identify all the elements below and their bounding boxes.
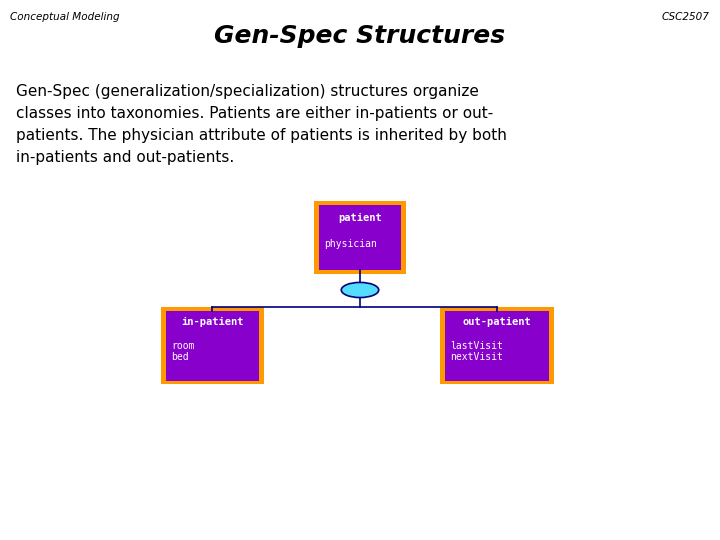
Ellipse shape [341,282,379,298]
Text: lastVisit
nextVisit: lastVisit nextVisit [451,341,503,362]
Text: Gen-Spec (generalization/specialization) structures organize
classes into taxono: Gen-Spec (generalization/specialization)… [16,84,507,165]
Text: out-patient: out-patient [462,318,531,327]
Text: patient: patient [338,213,382,223]
FancyBboxPatch shape [314,201,406,274]
FancyBboxPatch shape [439,307,554,384]
Text: CSC2507: CSC2507 [662,12,710,22]
Text: physician: physician [324,239,377,249]
FancyBboxPatch shape [444,334,549,369]
FancyBboxPatch shape [319,205,402,231]
FancyBboxPatch shape [166,369,259,381]
FancyBboxPatch shape [161,307,264,384]
Text: Conceptual Modeling: Conceptual Modeling [10,12,120,22]
FancyBboxPatch shape [444,310,549,334]
FancyBboxPatch shape [319,231,402,256]
FancyBboxPatch shape [319,256,402,270]
Text: Gen-Spec Structures: Gen-Spec Structures [215,24,505,48]
FancyBboxPatch shape [166,334,259,369]
FancyBboxPatch shape [444,369,549,381]
Text: in-patient: in-patient [181,318,243,327]
FancyBboxPatch shape [166,310,259,334]
Text: room
bed: room bed [171,341,195,362]
